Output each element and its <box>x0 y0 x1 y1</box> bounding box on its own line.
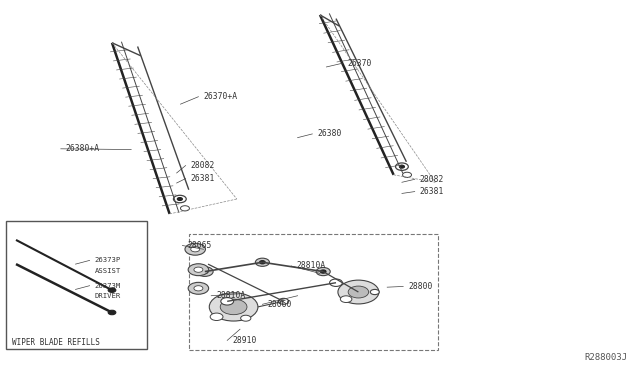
Circle shape <box>180 206 189 211</box>
Circle shape <box>340 296 352 302</box>
Text: 28810A: 28810A <box>296 262 326 270</box>
Text: 26370: 26370 <box>348 59 372 68</box>
Circle shape <box>210 313 223 321</box>
Text: ASSIST: ASSIST <box>95 268 121 274</box>
Text: 26381: 26381 <box>191 174 215 183</box>
Text: 26380+A: 26380+A <box>66 144 100 153</box>
Bar <box>6 221 147 349</box>
Text: 26370+A: 26370+A <box>204 92 237 101</box>
Circle shape <box>403 172 412 177</box>
Circle shape <box>188 282 209 294</box>
Circle shape <box>191 247 200 252</box>
Circle shape <box>185 243 205 255</box>
Circle shape <box>177 198 182 201</box>
Text: 28810A: 28810A <box>216 291 246 300</box>
Text: 28065: 28065 <box>188 241 212 250</box>
Text: DRIVER: DRIVER <box>95 293 121 299</box>
Text: 28060: 28060 <box>268 300 292 309</box>
Circle shape <box>348 286 369 298</box>
Circle shape <box>321 270 326 273</box>
Circle shape <box>316 267 330 276</box>
Text: 28082: 28082 <box>420 175 444 184</box>
Text: R288003J: R288003J <box>584 353 627 362</box>
Circle shape <box>173 195 186 203</box>
Circle shape <box>194 267 203 272</box>
Circle shape <box>108 310 116 315</box>
Text: 26373M: 26373M <box>95 283 121 289</box>
Bar <box>189 234 438 350</box>
Circle shape <box>108 288 116 292</box>
Circle shape <box>371 289 380 295</box>
Text: 28800: 28800 <box>408 282 433 291</box>
Text: 26380: 26380 <box>317 129 342 138</box>
Circle shape <box>209 293 258 321</box>
Text: 26373P: 26373P <box>95 257 121 263</box>
Circle shape <box>194 286 203 291</box>
Circle shape <box>196 267 213 276</box>
Text: WIPER BLADE REFILLS: WIPER BLADE REFILLS <box>12 338 99 347</box>
Circle shape <box>330 279 342 286</box>
Circle shape <box>278 298 289 304</box>
Circle shape <box>255 258 269 266</box>
Circle shape <box>188 264 209 276</box>
Circle shape <box>338 280 379 304</box>
Circle shape <box>202 270 208 273</box>
Text: 28082: 28082 <box>191 161 215 170</box>
Circle shape <box>260 261 265 264</box>
Circle shape <box>220 299 247 315</box>
Text: 26381: 26381 <box>420 187 444 196</box>
Text: 28910: 28910 <box>232 336 257 345</box>
Circle shape <box>396 163 408 170</box>
Circle shape <box>241 315 251 321</box>
Circle shape <box>221 298 234 305</box>
Circle shape <box>399 165 404 168</box>
